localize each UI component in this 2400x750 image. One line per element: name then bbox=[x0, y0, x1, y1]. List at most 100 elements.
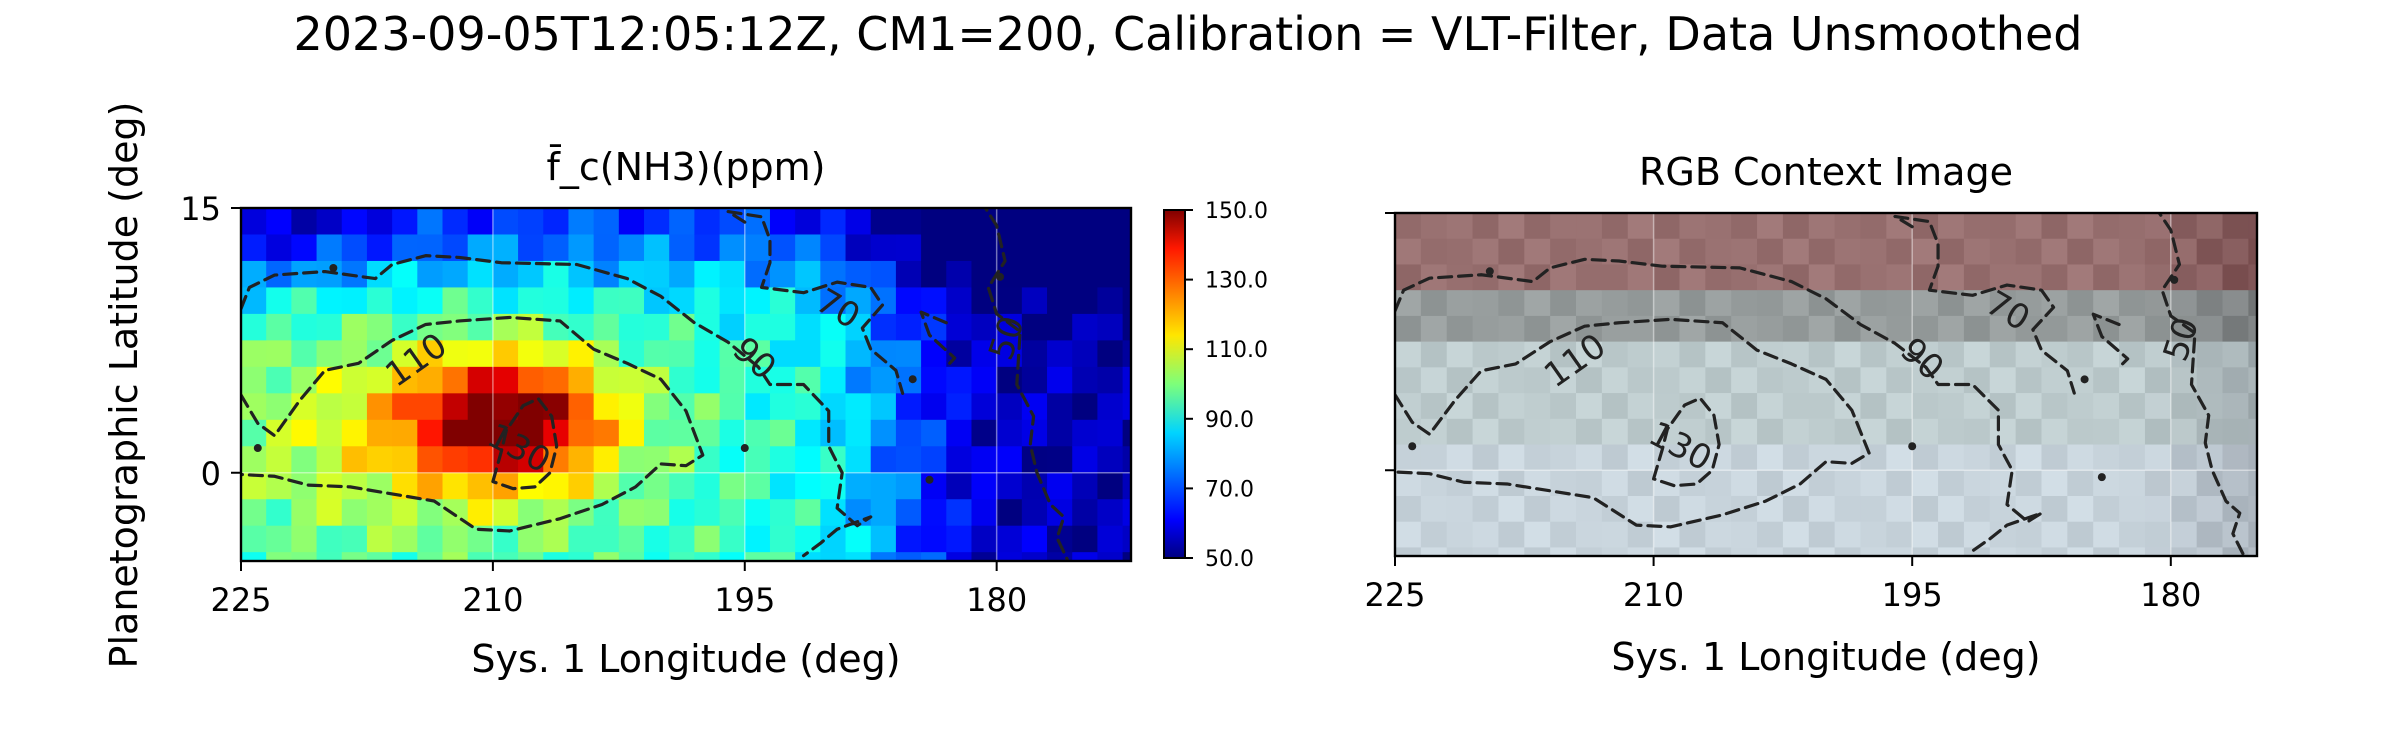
rgb-cell bbox=[1420, 367, 1448, 394]
rgb-cell bbox=[1498, 315, 1525, 343]
heatmap-cell bbox=[543, 446, 570, 474]
heatmap-cell bbox=[895, 287, 922, 315]
rgb-cell bbox=[2170, 418, 2198, 446]
rgb-cell bbox=[2093, 444, 2120, 471]
heatmap-cell bbox=[870, 366, 897, 394]
rgb-cell bbox=[1498, 213, 1525, 240]
heatmap-cell bbox=[367, 579, 393, 606]
heatmap-cell bbox=[366, 472, 393, 500]
heatmap-cell bbox=[870, 525, 897, 553]
x-tick-label: 210 bbox=[462, 581, 523, 619]
rgb-cell bbox=[2093, 418, 2120, 446]
rgb-cell bbox=[2274, 239, 2300, 265]
heatmap-cell bbox=[568, 446, 595, 474]
heatmap-cell bbox=[921, 366, 947, 394]
heatmap-cell bbox=[518, 340, 544, 368]
rgb-cell bbox=[1731, 547, 1758, 556]
rgb-cell bbox=[1938, 418, 1965, 446]
rgb-cell bbox=[1860, 213, 1887, 240]
rgb-cell bbox=[2248, 393, 2257, 420]
heatmap-cell bbox=[669, 393, 695, 421]
rgb-cell bbox=[1886, 315, 1913, 343]
rgb-cell bbox=[1420, 547, 1448, 556]
rgb-cell bbox=[1860, 444, 1887, 471]
rgb-cell bbox=[2015, 521, 2043, 549]
rgb-cell bbox=[1395, 367, 1422, 394]
rgb-cell bbox=[1705, 315, 1732, 343]
heatmap-cell bbox=[291, 525, 318, 553]
heatmap-cell bbox=[996, 525, 1023, 553]
heatmap-cell bbox=[618, 419, 645, 447]
rgb-cell bbox=[1472, 315, 1500, 343]
rgb-cell bbox=[1395, 213, 1422, 240]
rgb-cell bbox=[1472, 521, 1500, 549]
rgb-cell bbox=[1809, 573, 1835, 599]
rgb-cell bbox=[1860, 367, 1887, 394]
rgb-cell bbox=[1860, 470, 1887, 497]
heatmap-cell bbox=[895, 208, 922, 236]
heatmap-cell bbox=[644, 499, 670, 527]
rgb-cell bbox=[1912, 341, 1939, 368]
heatmap-cell bbox=[820, 340, 847, 368]
rgb-cell bbox=[1834, 444, 1862, 471]
heatmap-cell bbox=[518, 525, 544, 553]
rgb-cell bbox=[1576, 393, 1603, 420]
heatmap-cell bbox=[568, 472, 595, 500]
contour-line bbox=[983, 208, 1069, 561]
rgb-cell bbox=[2119, 213, 2146, 240]
heatmap-cell bbox=[366, 499, 393, 527]
rgb-cell bbox=[1834, 495, 1862, 523]
heatmap-cell bbox=[1123, 579, 1149, 606]
rgb-cell bbox=[2041, 470, 2068, 497]
heatmap-cell bbox=[946, 499, 973, 527]
rgb-cell bbox=[1550, 521, 1577, 549]
rgb-cell bbox=[2093, 367, 2120, 394]
heatmap-cell bbox=[946, 366, 973, 394]
rgb-cell bbox=[1420, 341, 1448, 368]
rgb-cell bbox=[2248, 573, 2274, 599]
rgb-cell bbox=[1446, 367, 1474, 394]
rgb-cell bbox=[1886, 290, 1913, 317]
heatmap-cell bbox=[996, 208, 1023, 236]
rgb-cell bbox=[1498, 418, 1525, 446]
rgb-cell bbox=[1524, 238, 1551, 266]
rgb-cell bbox=[1395, 341, 1422, 368]
rgb-cell bbox=[1420, 290, 1448, 317]
heatmap-cell bbox=[467, 393, 494, 421]
heatmap-cell bbox=[1072, 393, 1099, 421]
heatmap-cell bbox=[1072, 208, 1099, 236]
rgb-cell bbox=[1886, 418, 1913, 446]
heatmap-cell bbox=[996, 419, 1023, 447]
heatmap-cell bbox=[719, 260, 746, 289]
heatmap-cell bbox=[341, 287, 368, 315]
heatmap-cell bbox=[795, 499, 821, 527]
rgb-cell bbox=[2093, 290, 2120, 317]
heatmap-cell bbox=[316, 340, 343, 368]
heatmap-cell bbox=[618, 552, 645, 561]
heatmap-cell bbox=[744, 419, 771, 447]
rgb-cell bbox=[1679, 495, 1706, 523]
heatmap-cell bbox=[366, 366, 393, 394]
rgb-cell bbox=[1912, 495, 1939, 523]
heatmap-cell bbox=[895, 313, 922, 341]
contour-line bbox=[1395, 257, 2044, 553]
heatmap-cell bbox=[417, 446, 444, 474]
rgb-cell bbox=[1576, 444, 1603, 471]
heatmap-cell bbox=[946, 525, 973, 553]
rgb-cell bbox=[1731, 495, 1758, 523]
heatmap-cell bbox=[1047, 393, 1073, 421]
rgb-cell bbox=[2067, 213, 2094, 240]
heatmap-cell bbox=[769, 234, 796, 262]
rgb-cell bbox=[1886, 264, 1913, 291]
heatmap-cell bbox=[895, 525, 922, 553]
heatmap-cell bbox=[593, 208, 620, 236]
rgb-cell bbox=[1808, 495, 1836, 523]
contour-dot bbox=[2097, 473, 2106, 482]
rgb-cell bbox=[1395, 521, 1422, 549]
rgb-cell bbox=[1472, 213, 1500, 240]
rgb-cell bbox=[1446, 213, 1474, 240]
rgb-cell bbox=[1472, 393, 1500, 420]
heatmap-cell bbox=[1072, 552, 1099, 561]
rgb-cell bbox=[1963, 264, 1991, 291]
rgb-cell bbox=[1731, 393, 1758, 420]
